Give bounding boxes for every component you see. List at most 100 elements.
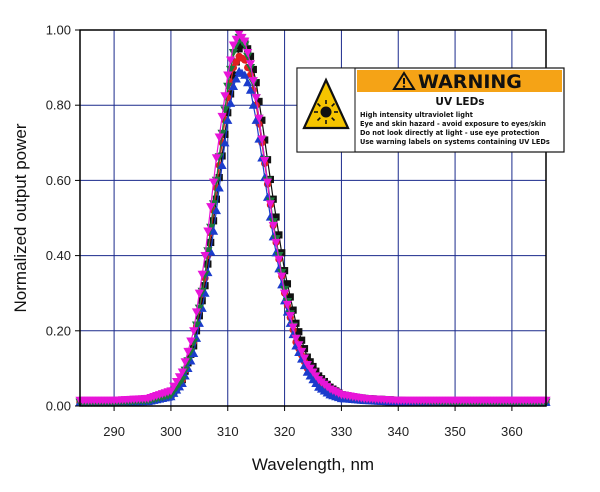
data-point <box>265 200 275 209</box>
warning-header-bar <box>357 70 562 92</box>
data-point <box>180 358 190 367</box>
data-point <box>298 336 306 344</box>
data-point <box>251 94 261 103</box>
data-point <box>255 97 263 106</box>
data-point <box>261 136 269 144</box>
data-point <box>225 56 236 65</box>
data-point <box>279 289 290 298</box>
data-point <box>297 347 307 357</box>
data-point <box>223 71 233 80</box>
data-point <box>209 217 218 225</box>
data-point <box>224 109 232 117</box>
y-tick-label: 0.80 <box>46 98 71 113</box>
data-point <box>285 312 295 321</box>
data-point <box>243 48 253 58</box>
data-point <box>223 82 233 91</box>
data-point <box>195 312 203 320</box>
y-axis-title: Normalized output power <box>11 123 30 312</box>
data-point <box>257 135 267 144</box>
data-point <box>245 85 256 94</box>
data-point <box>200 252 210 261</box>
data-point <box>225 98 236 107</box>
data-point <box>211 205 221 215</box>
data-point <box>228 81 239 90</box>
data-point <box>283 280 292 288</box>
data-point <box>191 308 202 317</box>
data-point <box>246 52 255 60</box>
x-axis-title: Wavelength, nm <box>252 455 374 474</box>
data-point <box>206 203 216 212</box>
data-point <box>197 270 207 279</box>
y-tick-label: 0.40 <box>46 248 71 263</box>
data-point <box>223 115 233 124</box>
data-point <box>229 71 238 79</box>
data-point <box>198 297 206 305</box>
data-point <box>203 227 213 236</box>
data-point <box>217 160 227 169</box>
data-point <box>228 48 239 58</box>
data-point <box>212 195 220 203</box>
x-tick-label: 310 <box>217 424 239 439</box>
data-point <box>201 282 209 290</box>
data-point <box>214 133 224 142</box>
series <box>75 30 551 405</box>
x-tick-label: 350 <box>444 424 466 439</box>
data-point <box>254 114 264 123</box>
data-point <box>226 90 235 98</box>
warning-label: WARNING UV LEDs High intensity ultraviol… <box>296 67 565 153</box>
data-point <box>271 238 281 248</box>
data-point <box>244 45 252 53</box>
series-layer <box>75 30 551 407</box>
data-point <box>207 238 215 247</box>
data-point <box>217 112 227 122</box>
data-point <box>243 78 253 87</box>
data-point <box>235 45 243 53</box>
data-point <box>286 293 294 301</box>
data-point <box>204 260 212 268</box>
x-tick-label: 290 <box>103 424 125 439</box>
uv-hazard-icon <box>302 77 350 130</box>
data-point <box>225 65 236 75</box>
data-point <box>289 306 297 314</box>
y-tick-label: 0.60 <box>46 173 71 188</box>
data-point <box>186 337 196 346</box>
data-point <box>232 58 240 66</box>
warning-line: Do not look directly at light - use eye … <box>360 129 540 137</box>
warning-subtitle: UV LEDs <box>435 96 484 108</box>
x-tick-label: 300 <box>160 424 182 439</box>
data-point <box>194 289 204 298</box>
data-point <box>189 327 199 336</box>
data-point <box>268 221 278 231</box>
data-point <box>245 60 256 69</box>
x-tick-label: 340 <box>387 424 409 439</box>
data-point <box>274 255 284 264</box>
data-point <box>231 74 241 83</box>
data-point <box>275 231 283 239</box>
x-tick-label: 330 <box>331 424 353 439</box>
warning-line: High intensity ultraviolet light <box>360 111 473 119</box>
data-point <box>177 368 187 377</box>
y-tick-label: 1.00 <box>46 23 71 38</box>
warning-line: Use warning labels on systems containing… <box>360 138 550 146</box>
data-point <box>192 327 201 335</box>
data-point <box>208 226 219 235</box>
data-point <box>208 178 219 187</box>
warning-line: Eye and skin hazard - avoid exposure to … <box>360 120 546 128</box>
data-point <box>231 35 241 44</box>
data-point <box>299 354 310 363</box>
data-point <box>214 183 224 192</box>
data-point <box>220 138 230 147</box>
plot-frame <box>79 29 547 407</box>
data-point <box>258 116 266 124</box>
data-point <box>288 323 298 332</box>
data-point <box>272 213 280 221</box>
data-point <box>211 154 221 163</box>
data-point <box>240 70 250 79</box>
data-point <box>260 157 270 166</box>
y-tick-label: 0.00 <box>46 399 71 414</box>
y-tick-label: 0.20 <box>46 323 71 338</box>
data-point <box>294 341 304 350</box>
data-point <box>221 130 229 138</box>
data-point <box>277 272 287 281</box>
